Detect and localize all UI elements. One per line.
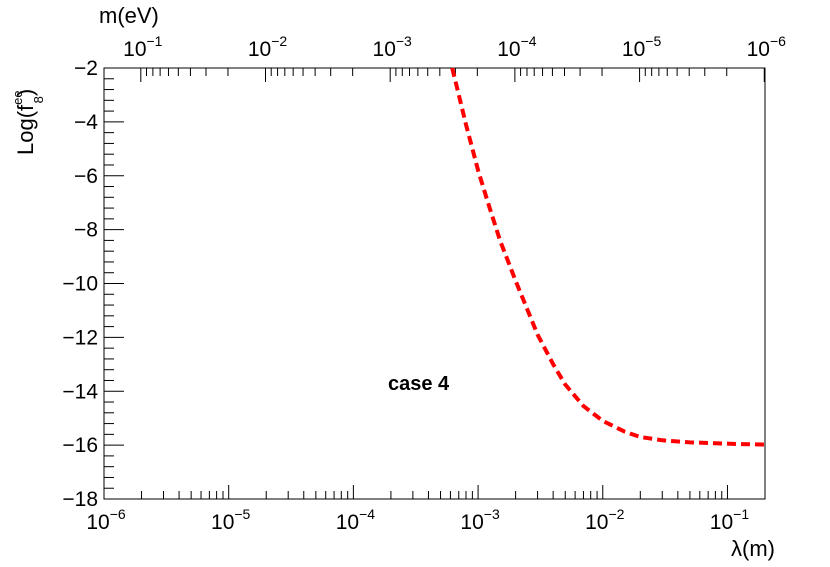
- x-tick-label-base: 10: [211, 511, 234, 534]
- y-tick-label: −16: [62, 434, 98, 457]
- x-tick-label: 10−2: [585, 506, 625, 534]
- top-axis-title: m(eV): [99, 3, 159, 28]
- series-line: [450, 67, 766, 447]
- top-tick-label: 10−5: [622, 33, 662, 61]
- x-tick-label: 10−5: [211, 506, 251, 534]
- top-tick-label-exponent: −2: [271, 33, 287, 49]
- y-tick-label: −4: [74, 111, 98, 134]
- top-tick-label-base: 10: [747, 38, 770, 61]
- top-tick-label: 10−1: [123, 33, 163, 61]
- series-layer: [450, 67, 766, 447]
- top-tick-label: 10−4: [497, 33, 537, 61]
- y-axis-title: Log(fee 8): [10, 89, 46, 155]
- top-tick-label-exponent: −1: [147, 33, 163, 49]
- chart-annotation: case 4: [388, 373, 450, 395]
- y-axis-title-sub: 8: [31, 96, 46, 103]
- x-tick-label-base: 10: [710, 511, 733, 534]
- x-tick-label-base: 10: [86, 511, 109, 534]
- x-tick-label-exponent: −3: [484, 506, 500, 522]
- x-tick-label: 10−6: [86, 506, 126, 534]
- top-tick-label: 10−3: [373, 33, 413, 61]
- y-tick-label: −8: [74, 219, 98, 242]
- x-tick-label: 10−3: [460, 506, 500, 534]
- y-axis-title-main: Log(f: [13, 104, 38, 155]
- top-tick-label-exponent: −4: [521, 33, 537, 49]
- top-tick-label-exponent: −5: [645, 33, 661, 49]
- x-tick-label-base: 10: [336, 511, 359, 534]
- x-tick-label-exponent: −6: [110, 506, 126, 522]
- x-tick-label-base: 10: [585, 511, 608, 534]
- x-tick-label-exponent: −1: [733, 506, 749, 522]
- top-tick-label-base: 10: [373, 38, 396, 61]
- y-tick-label: −2: [74, 57, 98, 80]
- y-tick-label: −14: [62, 380, 98, 403]
- top-tick-label-exponent: −3: [396, 33, 412, 49]
- top-tick-label: 10−6: [747, 33, 787, 61]
- y-tick-label: −6: [74, 165, 98, 188]
- labels-layer: 10−6 10−5 10−4 10−3 10−2 10−110−1 10−2 10−3 10−4…: [62, 33, 786, 534]
- x-tick-label-exponent: −5: [234, 506, 250, 522]
- top-tick-label-base: 10: [123, 38, 146, 61]
- top-tick-label-base: 10: [248, 38, 271, 61]
- y-tick-label: −10: [62, 273, 98, 296]
- ticks-layer: [103, 67, 766, 500]
- x-tick-label-exponent: −4: [359, 506, 375, 522]
- y-axis-title-close: ): [13, 89, 38, 96]
- x-axis-title: λ(m): [731, 536, 775, 561]
- y-axis-title-sup: ee: [10, 90, 25, 104]
- y-tick-label: −18: [62, 488, 98, 511]
- x-tick-label-exponent: −2: [608, 506, 624, 522]
- x-tick-label-base: 10: [460, 511, 483, 534]
- top-tick-label-base: 10: [497, 38, 520, 61]
- top-tick-label-base: 10: [622, 38, 645, 61]
- plot-frame: [103, 67, 766, 500]
- x-tick-label: 10−1: [710, 506, 750, 534]
- top-tick-label: 10−2: [248, 33, 288, 61]
- top-tick-label-exponent: −6: [770, 33, 786, 49]
- x-tick-label: 10−4: [336, 506, 376, 534]
- y-tick-label: −12: [62, 326, 98, 349]
